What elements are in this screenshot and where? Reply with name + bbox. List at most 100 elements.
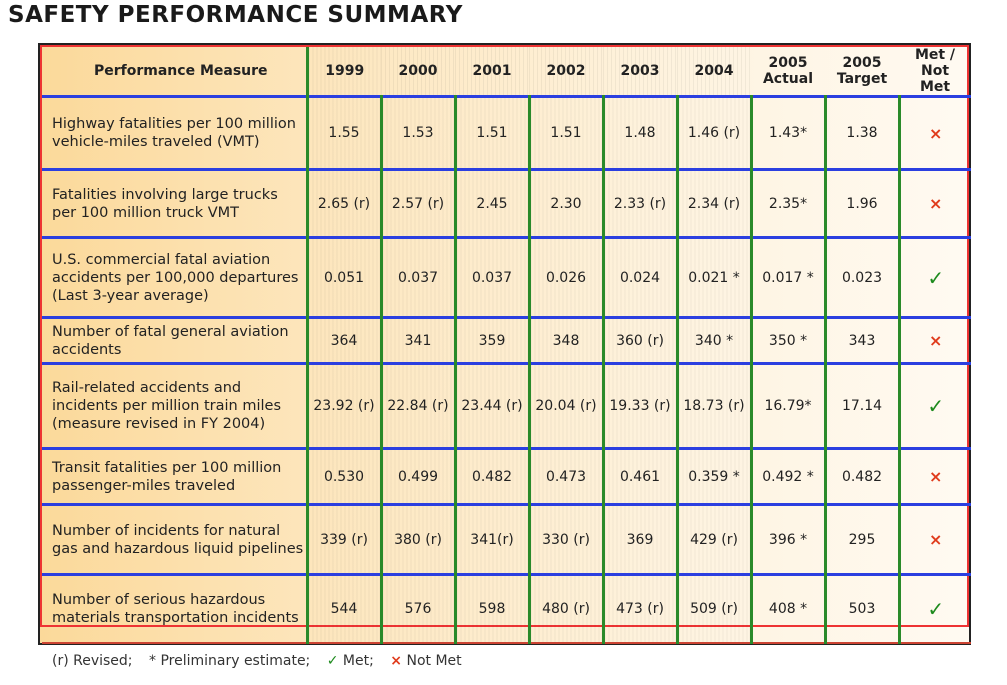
table-row: Number of serious hazardous materials tr… <box>42 573 971 644</box>
value-cell: 0.482 <box>825 447 901 505</box>
summary-table-frame: Performance Measure 1999 2000 2001 2002 … <box>38 43 971 645</box>
value-cell: 0.499 <box>381 447 457 505</box>
table-row: Number of fatal general aviation acciden… <box>42 316 971 364</box>
value-cell: 340 * <box>677 316 753 364</box>
legend-not-met: Not Met <box>406 653 462 669</box>
measure-cell: Number of incidents for natural gas and … <box>42 503 309 575</box>
value-cell: 1.53 <box>381 95 457 170</box>
value-cell: 408 * <box>751 573 827 644</box>
value-cell: 544 <box>307 573 383 644</box>
value-cell: 380 (r) <box>381 503 457 575</box>
value-cell: 23.92 (r) <box>307 362 383 449</box>
value-cell: 350 * <box>751 316 827 364</box>
header-2004: 2004 <box>677 47 751 97</box>
value-cell: 0.021 * <box>677 236 753 318</box>
value-cell: 330 (r) <box>529 503 605 575</box>
x-mark-icon: × <box>899 95 971 170</box>
value-cell: 0.024 <box>603 236 679 318</box>
value-cell: 2.34 (r) <box>677 168 753 238</box>
value-cell: 0.492 * <box>751 447 827 505</box>
value-cell: 0.473 <box>529 447 605 505</box>
value-cell: 1.43* <box>751 95 827 170</box>
value-cell: 598 <box>455 573 531 644</box>
header-2005-actual: 2005 Actual <box>762 55 814 87</box>
value-cell: 2.45 <box>455 168 531 238</box>
value-cell: 1.46 (r) <box>677 95 753 170</box>
x-mark-icon: × <box>390 653 403 669</box>
value-cell: 369 <box>603 503 679 575</box>
measure-cell: Rail-related accidents and incidents per… <box>42 362 309 449</box>
legend: (r) Revised; * Preliminary estimate; ✓ M… <box>52 653 462 669</box>
value-cell: 0.530 <box>307 447 383 505</box>
table-row: Transit fatalities per 100 million passe… <box>42 447 971 505</box>
value-cell: 343 <box>825 316 901 364</box>
table-row: U.S. commercial fatal aviation accidents… <box>42 236 971 318</box>
value-cell: 22.84 (r) <box>381 362 457 449</box>
value-cell: 2.35* <box>751 168 827 238</box>
value-cell: 364 <box>307 316 383 364</box>
summary-table-border: Performance Measure 1999 2000 2001 2002 … <box>40 45 971 644</box>
value-cell: 0.037 <box>381 236 457 318</box>
value-cell: 503 <box>825 573 901 644</box>
header-2002: 2002 <box>529 47 603 97</box>
measure-cell: U.S. commercial fatal aviation accidents… <box>42 236 309 318</box>
value-cell: 2.33 (r) <box>603 168 679 238</box>
safety-performance-table: Performance Measure 1999 2000 2001 2002 … <box>42 47 971 644</box>
page-title: SAFETY PERFORMANCE SUMMARY <box>8 2 463 28</box>
value-cell: 1.38 <box>825 95 901 170</box>
value-cell: 359 <box>455 316 531 364</box>
value-cell: 1.55 <box>307 95 383 170</box>
table-body: Highway fatalities per 100 million vehic… <box>42 95 971 644</box>
legend-revised: (r) Revised; <box>52 653 133 669</box>
value-cell: 576 <box>381 573 457 644</box>
value-cell: 0.026 <box>529 236 605 318</box>
value-cell: 360 (r) <box>603 316 679 364</box>
header-2003: 2003 <box>603 47 677 97</box>
legend-prelim: Preliminary estimate; <box>160 653 311 669</box>
value-cell: 16.79* <box>751 362 827 449</box>
x-mark-icon: × <box>899 503 971 575</box>
legend-met: Met; <box>342 653 374 669</box>
legend-prelim-symbol: * <box>148 653 156 669</box>
header-2000: 2000 <box>381 47 455 97</box>
measure-cell: Number of serious hazardous materials tr… <box>42 573 309 644</box>
header-2001: 2001 <box>455 47 529 97</box>
measure-cell: Number of fatal general aviation acciden… <box>42 316 309 364</box>
value-cell: 17.14 <box>825 362 901 449</box>
value-cell: 429 (r) <box>677 503 753 575</box>
value-cell: 0.023 <box>825 236 901 318</box>
value-cell: 0.359 * <box>677 447 753 505</box>
table-row: Fatalities involving large trucks per 10… <box>42 168 971 238</box>
value-cell: 0.037 <box>455 236 531 318</box>
checkmark-icon: ✓ <box>899 573 971 644</box>
table-header-row: Performance Measure 1999 2000 2001 2002 … <box>42 47 971 97</box>
checkmark-icon: ✓ <box>326 653 339 669</box>
value-cell: 339 (r) <box>307 503 383 575</box>
value-cell: 23.44 (r) <box>455 362 531 449</box>
value-cell: 1.48 <box>603 95 679 170</box>
value-cell: 295 <box>825 503 901 575</box>
value-cell: 0.482 <box>455 447 531 505</box>
value-cell: 0.461 <box>603 447 679 505</box>
value-cell: 509 (r) <box>677 573 753 644</box>
table-row: Rail-related accidents and incidents per… <box>42 362 971 449</box>
measure-cell: Fatalities involving large trucks per 10… <box>42 168 309 238</box>
measure-cell: Highway fatalities per 100 million vehic… <box>42 95 309 170</box>
header-1999: 1999 <box>307 47 381 97</box>
x-mark-icon: × <box>899 447 971 505</box>
measure-cell: Transit fatalities per 100 million passe… <box>42 447 309 505</box>
checkmark-icon: ✓ <box>899 362 971 449</box>
value-cell: 1.51 <box>455 95 531 170</box>
value-cell: 0.051 <box>307 236 383 318</box>
value-cell: 473 (r) <box>603 573 679 644</box>
value-cell: 2.57 (r) <box>381 168 457 238</box>
value-cell: 20.04 (r) <box>529 362 605 449</box>
value-cell: 341 <box>381 316 457 364</box>
checkmark-icon: ✓ <box>899 236 971 318</box>
value-cell: 1.96 <box>825 168 901 238</box>
table-row: Highway fatalities per 100 million vehic… <box>42 95 971 170</box>
x-mark-icon: × <box>899 316 971 364</box>
value-cell: 18.73 (r) <box>677 362 753 449</box>
value-cell: 19.33 (r) <box>603 362 679 449</box>
value-cell: 480 (r) <box>529 573 605 644</box>
